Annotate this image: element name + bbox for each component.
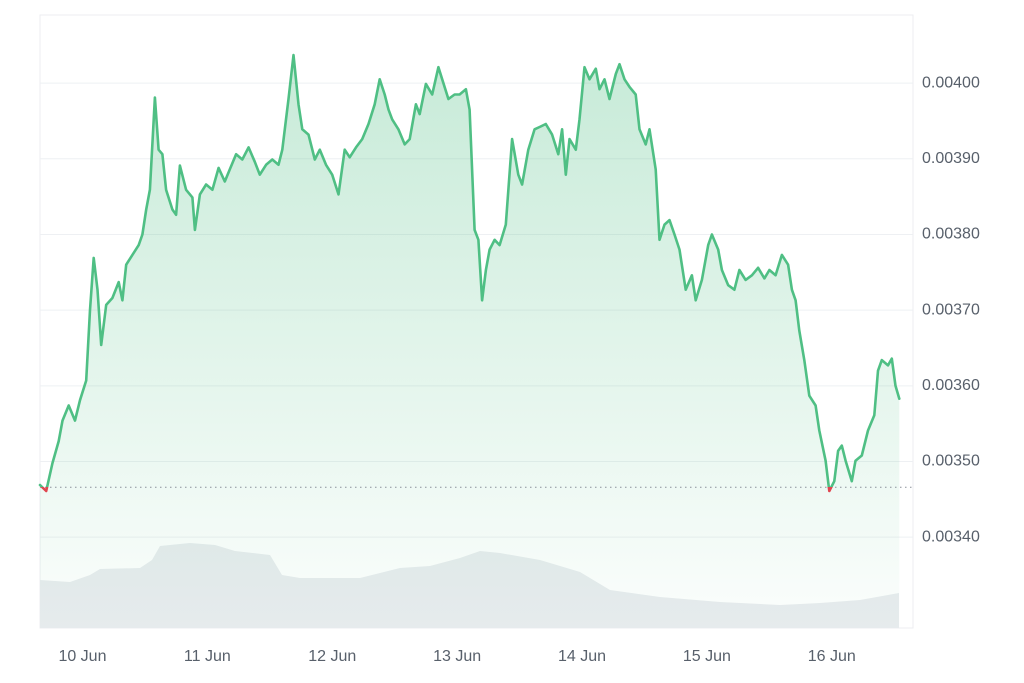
y-tick-label: 0.00350 <box>922 453 980 470</box>
y-tick-label: 0.00360 <box>922 377 980 394</box>
plot <box>38 53 913 629</box>
x-tick-label: 16 Jun <box>808 648 856 665</box>
y-tick-label: 0.00380 <box>922 226 980 243</box>
x-tick-label: 14 Jun <box>558 648 606 665</box>
x-tick-label: 15 Jun <box>683 648 731 665</box>
x-tick-label: 13 Jun <box>433 648 481 665</box>
x-tick-label: 11 Jun <box>184 648 231 665</box>
y-tick-label: 0.00400 <box>922 74 980 91</box>
x-tick-label: 12 Jun <box>308 648 356 665</box>
area-fill <box>40 55 900 629</box>
price-line <box>38 53 901 493</box>
y-tick-label: 0.00340 <box>922 528 980 545</box>
y-tick-label: 0.00390 <box>922 150 980 167</box>
y-tick-label: 0.00370 <box>922 301 980 318</box>
x-tick-label: 10 Jun <box>58 648 106 665</box>
